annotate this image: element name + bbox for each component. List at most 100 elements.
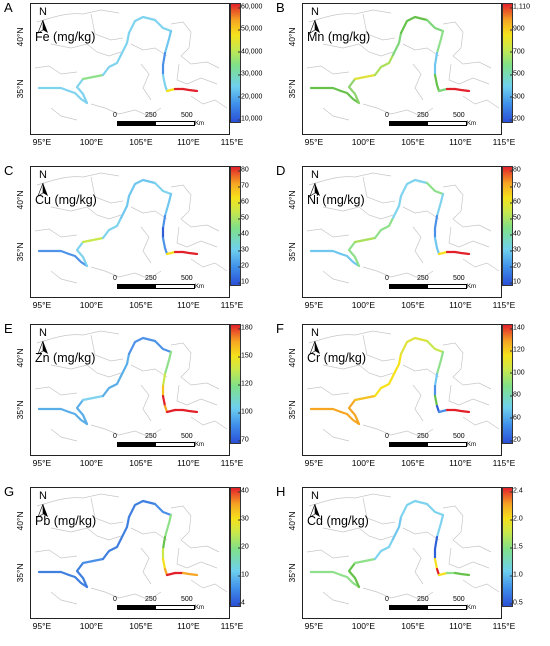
- river-segment: [81, 236, 105, 244]
- province-border: [362, 103, 434, 117]
- latitude-label: 40°N: [15, 190, 25, 210]
- element-label: Cr (mg/kg): [307, 351, 367, 365]
- longitude-label: 115°E: [492, 137, 516, 147]
- latitude-label: 40°N: [15, 27, 25, 47]
- province-border: [308, 172, 392, 186]
- north-arrow-icon: N: [309, 490, 321, 518]
- river-segment: [181, 250, 199, 256]
- province-border: [412, 547, 424, 585]
- river-segment: [153, 502, 173, 517]
- color-legend-tick: 60: [510, 198, 521, 206]
- longitude-labels: 95°E 100°E 105°E 110°E 115°E: [30, 458, 244, 470]
- scale-unit: Km: [467, 605, 476, 611]
- province-border: [306, 386, 350, 396]
- river-map-svg: [306, 493, 500, 605]
- color-legend-tick: 1.0: [510, 571, 523, 579]
- river-segment: [37, 407, 71, 414]
- scale-bar-black: [118, 285, 156, 288]
- latitude-label: 35°N: [15, 79, 25, 99]
- scale-tick-label: 0: [113, 433, 117, 440]
- longitude-label: 95°E: [32, 458, 52, 468]
- longitude-label: 115°E: [220, 137, 244, 147]
- element-label: Fe (mg/kg): [35, 30, 96, 44]
- river-segment: [425, 502, 445, 517]
- longitude-label: 115°E: [492, 300, 516, 310]
- panel-letter: H: [276, 484, 286, 499]
- arrow-icon: [37, 504, 48, 518]
- province-border: [170, 184, 220, 232]
- river-segment: [309, 407, 343, 414]
- longitude-labels: 95°E 100°E 105°E 110°E 115°E: [30, 300, 244, 312]
- province-border: [36, 330, 120, 344]
- province-border: [362, 176, 396, 204]
- color-legend-tick: 20: [238, 543, 249, 551]
- river-segment: [453, 571, 471, 577]
- province-border: [130, 43, 168, 57]
- color-legend-tick: 60: [510, 414, 521, 422]
- province-border: [90, 497, 124, 525]
- map-frame: N Mn (mg/kg) 0 250 500 Km: [302, 3, 502, 135]
- river-segment: [181, 87, 199, 93]
- arrow-half-light: [37, 504, 44, 518]
- element-label: Ni (mg/kg): [307, 193, 365, 207]
- province-border: [442, 342, 492, 390]
- province-border: [176, 384, 218, 406]
- latitude-label: 40°N: [287, 190, 297, 210]
- river-segment: [127, 499, 157, 519]
- map-frame: N Cr (mg/kg) 0 250 500 Km: [302, 324, 502, 456]
- scale-bar-graphic: [389, 284, 467, 289]
- panel-letter: F: [276, 321, 284, 336]
- scale-bar: 0 250 500 Km: [385, 112, 476, 134]
- province-border: [34, 228, 78, 238]
- province-border: [322, 527, 394, 541]
- province-border: [412, 226, 424, 264]
- color-legend-tick: 200: [510, 115, 525, 123]
- arrow-half-dark: [315, 504, 320, 517]
- color-legend-tick: 20: [238, 262, 249, 270]
- longitude-label: 100°E: [79, 458, 104, 468]
- color-legend-tick: 0.5: [510, 599, 523, 607]
- element-label: Mn (mg/kg): [307, 30, 371, 44]
- province-border: [90, 266, 162, 280]
- scale-ticks: 0 250 500: [113, 275, 203, 284]
- color-legend-tick: 4: [238, 599, 245, 607]
- river-segment: [165, 87, 177, 93]
- color-legend-tick: 180: [238, 324, 253, 332]
- river-segment: [119, 352, 131, 378]
- color-legend-tick: 100: [510, 369, 525, 377]
- province-border: [412, 384, 424, 422]
- longitude-label: 100°E: [79, 621, 104, 631]
- province-border: [362, 334, 396, 362]
- scale-unit: Km: [195, 442, 204, 448]
- province-border: [308, 9, 392, 23]
- arrow-icon: [309, 504, 320, 518]
- river-segment: [373, 374, 395, 398]
- province-border: [190, 258, 228, 272]
- province-border: [402, 206, 440, 220]
- river-segment: [433, 394, 439, 408]
- color-legend-tick: 10,000: [237, 115, 263, 123]
- longitude-label: 105°E: [401, 137, 425, 147]
- province-border: [130, 206, 168, 220]
- color-legend-tick: 40: [510, 230, 521, 238]
- arrow-half-light: [37, 183, 44, 197]
- color-legend-tick: 40: [238, 230, 249, 238]
- arrow-icon: [37, 341, 48, 355]
- latitude-label: 35°N: [15, 563, 25, 583]
- river-segment: [181, 571, 199, 577]
- color-legend-tick: 900: [510, 25, 525, 33]
- latitude-label: 40°N: [287, 348, 297, 368]
- river-segment: [353, 394, 377, 402]
- scale-bar: 0 250 500 Km: [385, 596, 476, 618]
- river-segment: [433, 372, 439, 388]
- element-label: Cu (mg/kg): [35, 193, 97, 207]
- color-legend-tick: 20: [510, 262, 521, 270]
- scale-tick-label: 250: [417, 596, 429, 603]
- longitude-label: 105°E: [401, 300, 425, 310]
- province-border: [190, 95, 228, 109]
- scale-bar-graphic: [389, 442, 467, 447]
- color-legend-tick: 40: [238, 487, 249, 495]
- province-border: [306, 65, 350, 75]
- province-border: [140, 547, 152, 585]
- river-segment: [339, 252, 361, 268]
